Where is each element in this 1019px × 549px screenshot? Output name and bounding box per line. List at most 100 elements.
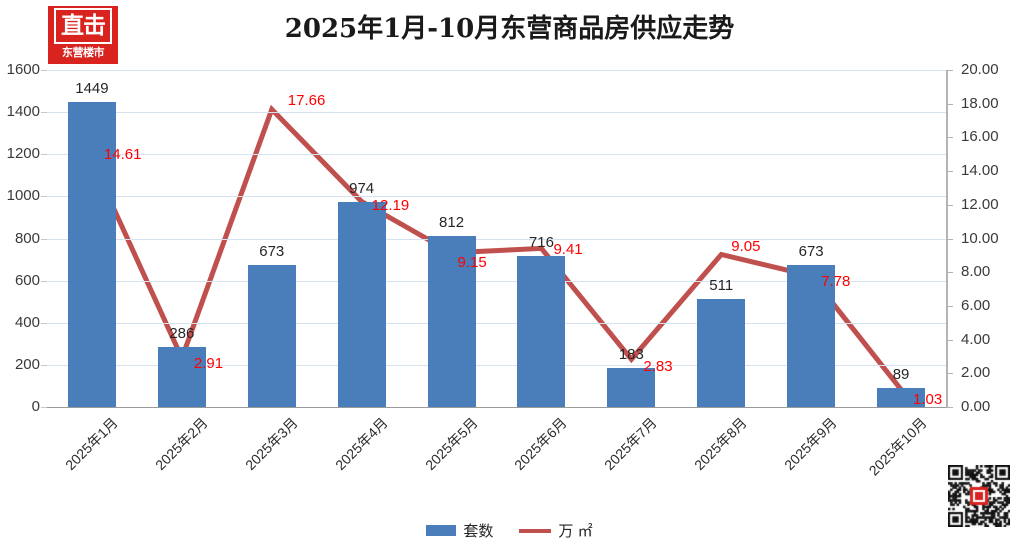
y-axis-left-tick (41, 112, 47, 114)
y-axis-left-label: 1200 (6, 145, 40, 163)
line-value-label: 12.19 (371, 196, 410, 214)
y-axis-left-label: 1000 (6, 187, 40, 205)
bar-4 (337, 201, 386, 407)
x-axis-label-3: 2025年3月 (241, 414, 301, 474)
bar-2 (157, 346, 206, 407)
bar-7 (607, 368, 656, 407)
grid-line (47, 322, 946, 324)
y-axis-left-label: 600 (14, 271, 40, 289)
y-axis-left-tick (41, 407, 47, 408)
bar-value-label: 89 (892, 366, 910, 384)
y-axis-right-tick (946, 407, 953, 408)
legend-item-1[interactable]: 套数 (426, 520, 493, 541)
bar-value-label: 812 (439, 213, 465, 231)
bar-8 (697, 299, 746, 407)
line-series-path (89, 104, 904, 392)
bar-value-label: 716 (528, 234, 554, 252)
grid-line (47, 154, 946, 156)
y-axis-left-label: 200 (14, 355, 40, 373)
y-axis-right-tick (946, 103, 953, 105)
bar-6 (517, 256, 566, 407)
line-series-svg (89, 104, 904, 392)
y-axis-right-label: 20.00 (961, 61, 999, 78)
chart-legend: 套数 万 ㎡ (0, 520, 1019, 541)
legend-label: 万 ㎡ (558, 523, 593, 540)
bar-5 (427, 235, 476, 407)
grid-line (47, 196, 946, 198)
bar-value-label: 974 (349, 179, 375, 197)
bar-10 (877, 388, 926, 407)
x-axis-label-10: 2025年10月 (865, 414, 930, 479)
line-value-label: 9.15 (457, 253, 487, 271)
y-axis-right-label: 12.00 (961, 195, 999, 213)
bar-value-label: 183 (618, 346, 644, 364)
grid-line (47, 364, 946, 366)
x-axis-label-7: 2025年7月 (601, 414, 661, 474)
legend-item-2[interactable]: 万 ㎡ (519, 520, 593, 541)
line-value-label: 7.78 (821, 272, 851, 290)
grid-line (47, 238, 946, 240)
x-axis-label-4: 2025年4月 (331, 414, 391, 474)
x-axis-label-9: 2025年9月 (781, 414, 840, 474)
grid-line (47, 407, 946, 408)
bar-value-label: 673 (259, 243, 285, 261)
bar-1 (67, 101, 116, 407)
y-axis-right-tick (946, 171, 953, 173)
y-axis-right-tick (946, 137, 953, 139)
y-axis-left-label: 1400 (6, 103, 40, 121)
y-axis-right-label: 2.00 (961, 364, 991, 382)
y-axis-left-label: 0 (31, 398, 40, 415)
y-axis-left-tick (41, 280, 47, 282)
y-axis-right-tick (946, 238, 953, 240)
y-axis-right-label: 14.00 (961, 162, 999, 180)
y-axis-left-tick (41, 154, 47, 156)
x-axis-label-5: 2025年5月 (421, 414, 481, 474)
y-axis-right-label: 0.00 (961, 398, 991, 415)
line-value-label: 2.91 (193, 354, 224, 372)
y-axis-left-tick (41, 196, 47, 198)
bar-value-label: 286 (169, 324, 195, 342)
logo-text: 东营楼市 (62, 46, 105, 59)
y-axis-right-label: 8.00 (961, 263, 991, 281)
legend-bar-swatch-icon (426, 525, 457, 536)
bar-value-label: 511 (709, 277, 734, 295)
brand-logo: 直击 东营楼市 (48, 6, 118, 64)
line-value-label: 14.61 (103, 145, 142, 163)
y-axis-left-tick (41, 364, 47, 366)
y-axis-left-tick (41, 238, 47, 240)
x-axis-label-2: 2025年2月 (151, 414, 211, 474)
qr-code[interactable] (948, 465, 1010, 527)
y-axis-right-label: 16.00 (961, 128, 999, 146)
grid-line (47, 70, 946, 71)
y-axis-left-label: 1600 (6, 61, 40, 78)
y-axis-right-tick (946, 272, 953, 274)
line-value-label: 9.05 (731, 237, 761, 255)
logo-mark: 直击 (54, 8, 112, 44)
y-axis-right-tick (946, 373, 953, 375)
bar-3 (247, 265, 296, 407)
y-axis-right-tick (946, 305, 953, 307)
plot-area: 0 200 400 600 800 1000 1200 1400 1600 0.00 2.00 4.0… (7, 62, 999, 414)
legend-label: 套数 (463, 523, 494, 540)
y-axis-right-label: 4.00 (961, 330, 991, 348)
y-axis-left-label: 400 (14, 313, 40, 331)
y-axis-right-tick (946, 339, 953, 341)
y-axis-right-tick (946, 204, 953, 206)
y-axis-right-label: 18.00 (961, 94, 999, 112)
line-value-label: 9.41 (553, 241, 583, 259)
y-axis-right-label: 10.00 (961, 229, 999, 247)
y-axis-right-tick (946, 70, 953, 71)
grid-line (47, 112, 946, 114)
y-axis-left-tick (41, 322, 47, 324)
page-title: 2025年1月-10月东营商品房供应走势 (284, 14, 735, 44)
grid-line (47, 280, 946, 282)
x-axis-label-6: 2025年6月 (511, 414, 571, 474)
x-axis-label-1: 2025年1月 (62, 414, 121, 474)
y-axis-left-tick (41, 70, 47, 71)
bar-value-label: 1449 (75, 79, 109, 97)
line-value-label: 1.03 (913, 390, 943, 408)
legend-line-swatch-icon (519, 528, 552, 533)
bar-value-label: 673 (798, 243, 824, 261)
y-axis-right-label: 6.00 (961, 296, 991, 314)
